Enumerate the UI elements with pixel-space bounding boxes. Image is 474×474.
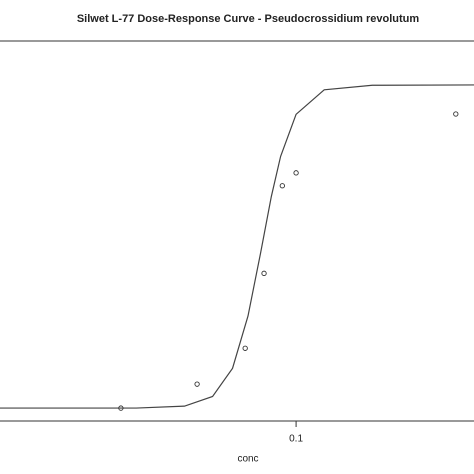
x-tick-label: 0.1: [289, 434, 303, 445]
data-point: [242, 345, 248, 351]
data-point: [453, 111, 459, 117]
x-axis-label: conc: [237, 454, 258, 465]
fit-curve: [0, 84, 474, 409]
data-point: [261, 270, 267, 276]
data-point: [118, 405, 124, 411]
data-point: [279, 183, 285, 189]
data-point: [194, 381, 200, 387]
data-point: [293, 170, 299, 176]
chart-title: Silwet L-77 Dose-Response Curve - Pseudo…: [77, 13, 420, 25]
